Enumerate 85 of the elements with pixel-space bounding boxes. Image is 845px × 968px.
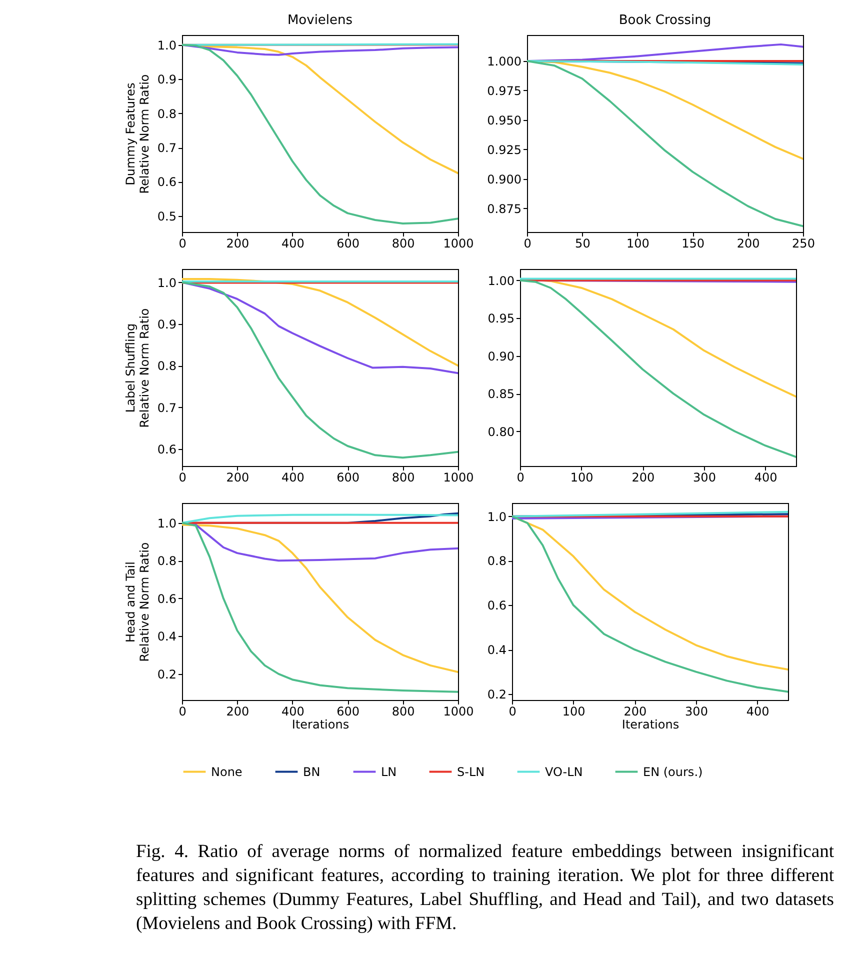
- legend-label: EN (ours.): [643, 764, 703, 779]
- y-tick-label: 0.6: [487, 598, 506, 613]
- y-tick-label: 1.0: [157, 38, 176, 52]
- y-tick-label: 0.4: [487, 643, 506, 658]
- x-tick-label: 400: [281, 236, 304, 250]
- x-tick-label: 800: [392, 236, 415, 250]
- y-tick-label: 0.7: [157, 141, 176, 156]
- legend-label: S-LN: [457, 764, 485, 779]
- chart-title: Movielens: [287, 13, 353, 28]
- legend-label: LN: [381, 764, 397, 779]
- x-axis-title: Iterations: [622, 718, 680, 732]
- legend-label: VO-LN: [545, 764, 583, 779]
- y-tick-label: 0.8: [157, 554, 176, 568]
- legend-label: BN: [303, 764, 320, 779]
- x-tick-label: 250: [792, 236, 815, 250]
- x-tick-label: 0: [178, 236, 186, 250]
- x-tick-label: 0: [524, 236, 532, 250]
- y-tick-label: 0.975: [487, 84, 522, 98]
- y-tick-label: 0.7: [157, 400, 176, 415]
- x-tick-label: 300: [685, 704, 708, 718]
- y-tick-label: 0.85: [488, 387, 514, 402]
- y-tick-label: 0.90: [488, 349, 514, 364]
- caption: Fig. 4. Ratio of average norms of normalized feature embeddings between insignificant features and significant features, according to training iteration. We plot for three different splitting schemes (Dummy Features, Label Shuffling, and Head and Tail), and two datasets (Movielens and Book Crossing) with FFM.: [136, 841, 834, 936]
- x-tick-label: 800: [392, 470, 415, 484]
- x-tick-label: 600: [336, 470, 360, 484]
- y-tick-label: 0.80: [488, 424, 514, 439]
- y-tick-label: 0.8: [487, 554, 506, 568]
- y-tick-label: 0.9: [157, 317, 176, 332]
- x-tick-label: 200: [226, 470, 250, 484]
- x-tick-label: 0: [178, 470, 186, 484]
- x-tick-label: 200: [226, 236, 250, 250]
- x-tick-label: 200: [624, 704, 647, 718]
- y-tick-label: 0.900: [487, 172, 522, 186]
- x-tick-label: 400: [281, 470, 304, 484]
- x-tick-label: 1000: [443, 236, 474, 250]
- x-tick-label: 200: [736, 236, 760, 250]
- x-tick-label: 200: [226, 704, 250, 718]
- x-tick-label: 400: [746, 704, 770, 718]
- x-tick-label: 0: [516, 470, 524, 484]
- x-tick-label: 600: [336, 236, 360, 250]
- x-tick-label: 1000: [443, 704, 474, 718]
- y-tick-label: 1.000: [487, 54, 522, 68]
- y-tick-label: 0.6: [157, 592, 176, 606]
- x-tick-label: 50: [575, 236, 590, 250]
- x-tick-label: 600: [336, 704, 360, 718]
- y-tick-label: 0.875: [487, 202, 522, 216]
- y-tick-label: 1.0: [487, 510, 506, 524]
- y-tick-label: 0.8: [157, 106, 176, 121]
- x-tick-label: 100: [626, 236, 650, 250]
- y-tick-label: 1.0: [157, 276, 176, 290]
- x-axis-title: Iterations: [292, 718, 350, 732]
- x-tick-label: 0: [508, 704, 516, 718]
- x-tick-label: 200: [632, 470, 655, 484]
- y-tick-label: 0.950: [487, 113, 522, 128]
- x-tick-label: 400: [754, 470, 778, 484]
- y-axis-title: Dummy Features Relative Norm Ratio: [123, 74, 152, 194]
- y-axis-title: Head and Tail Relative Norm Ratio: [123, 542, 152, 662]
- x-tick-label: 100: [570, 470, 594, 484]
- line-series: [520, 279, 796, 458]
- y-tick-label: 0.8: [157, 359, 176, 374]
- y-tick-label: 0.5: [157, 209, 176, 224]
- x-tick-label: 1000: [443, 470, 474, 484]
- x-tick-label: 300: [693, 470, 716, 484]
- y-tick-label: 1.0: [157, 516, 176, 530]
- x-tick-label: 100: [562, 704, 586, 718]
- line-series: [182, 281, 458, 459]
- line-series: [527, 60, 803, 228]
- y-tick-label: 0.2: [487, 688, 506, 702]
- y-tick-label: 0.4: [157, 630, 176, 644]
- x-tick-label: 0: [178, 704, 186, 718]
- x-tick-label: 400: [281, 704, 304, 718]
- legend-label: None: [211, 764, 242, 779]
- x-tick-label: 150: [682, 236, 705, 250]
- y-tick-label: 0.2: [157, 667, 176, 682]
- line-series: [182, 44, 458, 56]
- y-tick-label: 0.9: [157, 72, 176, 87]
- y-tick-label: 0.6: [157, 442, 176, 456]
- chart-title: Book Crossing: [618, 13, 712, 28]
- line-series: [182, 44, 458, 224]
- y-tick-label: 0.6: [157, 175, 176, 190]
- x-tick-label: 800: [392, 704, 415, 718]
- y-tick-label: 0.95: [488, 312, 514, 326]
- y-tick-label: 0.925: [487, 142, 522, 157]
- y-tick-label: 1.00: [488, 274, 514, 288]
- y-axis-title: Label Shuffling Relative Norm Ratio: [123, 308, 152, 428]
